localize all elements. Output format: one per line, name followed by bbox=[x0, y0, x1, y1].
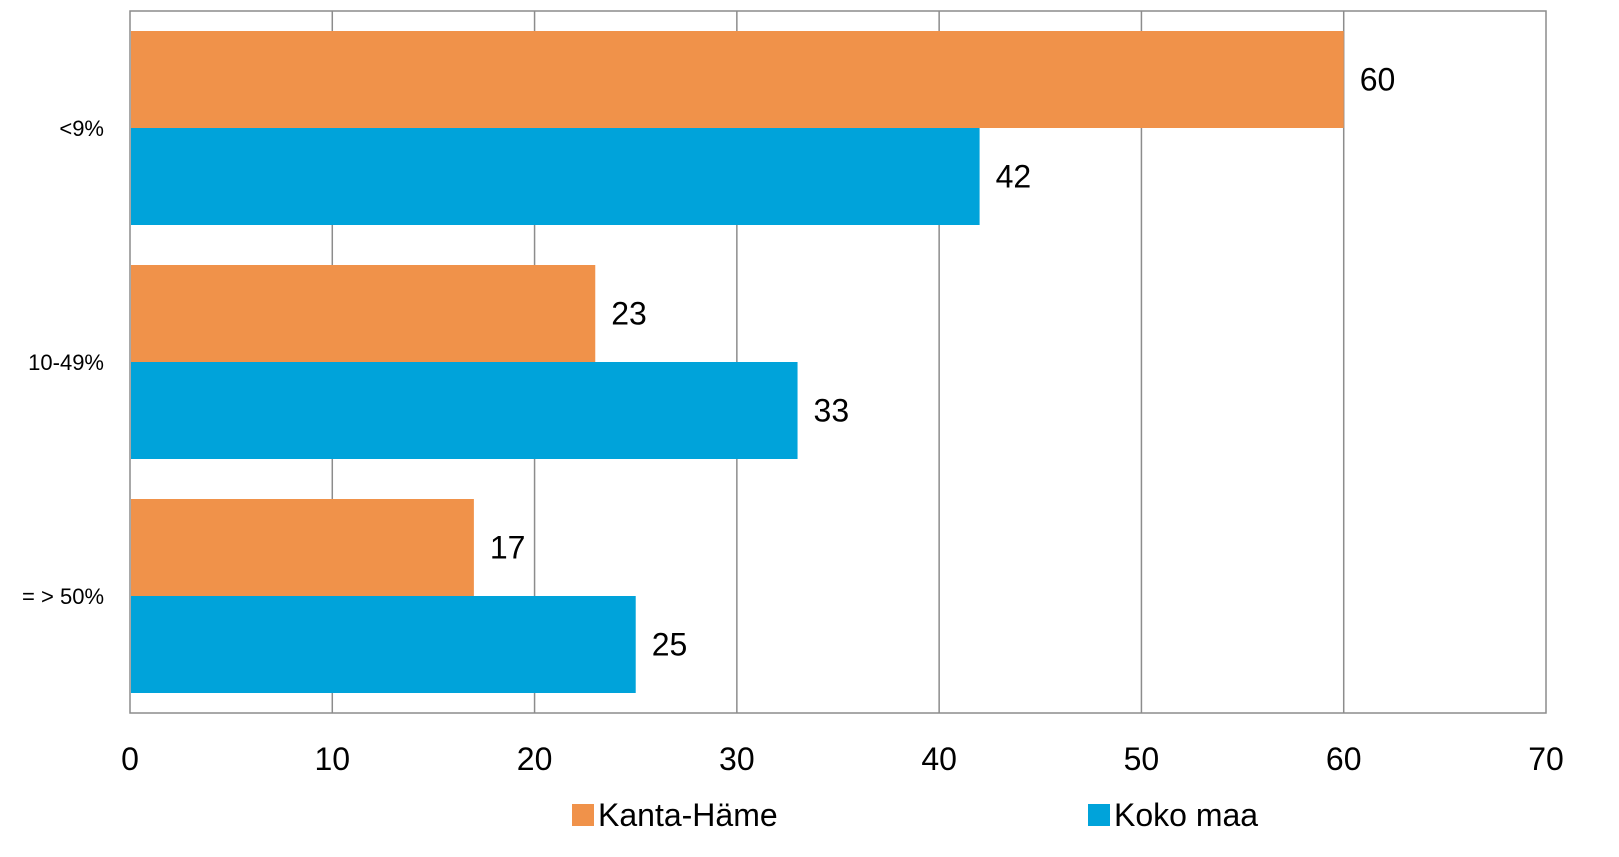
bar-0-2 bbox=[131, 499, 474, 596]
data-label-0-0: 60 bbox=[1360, 62, 1396, 98]
bar-1-0 bbox=[131, 128, 980, 225]
data-labels: 60 42 23 33 17 25 bbox=[490, 62, 1395, 663]
x-tick-label-2: 20 bbox=[517, 741, 553, 777]
legend-swatch-1 bbox=[1088, 804, 1110, 826]
category-label-0: <9% bbox=[59, 116, 104, 141]
x-tick-label-3: 30 bbox=[719, 741, 755, 777]
bar-1-1 bbox=[131, 362, 798, 459]
legend-swatch-0 bbox=[572, 804, 594, 826]
legend-label-1: Koko maa bbox=[1114, 797, 1258, 833]
x-tick-label-6: 60 bbox=[1326, 741, 1362, 777]
data-label-1-0: 42 bbox=[996, 159, 1032, 195]
legend: Kanta-Häme Koko maa bbox=[572, 797, 1258, 833]
category-label-2: = > 50% bbox=[22, 584, 104, 609]
bar-0-0 bbox=[131, 31, 1344, 128]
x-tick-label-4: 40 bbox=[921, 741, 957, 777]
data-label-0-1: 23 bbox=[611, 296, 647, 332]
category-label-1: 10-49% bbox=[28, 350, 104, 375]
category-labels: <9% 10-49% = > 50% bbox=[22, 116, 104, 609]
plot-area bbox=[129, 10, 1547, 714]
x-tick-label-0: 0 bbox=[121, 741, 139, 777]
x-tick-label-7: 70 bbox=[1528, 741, 1564, 777]
x-tick-labels: 0 10 20 30 40 50 60 70 bbox=[121, 741, 1564, 777]
legend-label-0: Kanta-Häme bbox=[598, 797, 778, 833]
data-label-1-2: 25 bbox=[652, 627, 688, 663]
data-label-0-2: 17 bbox=[490, 530, 526, 566]
bar-0-1 bbox=[131, 265, 596, 362]
data-label-1-1: 33 bbox=[814, 393, 850, 429]
x-tick-label-5: 50 bbox=[1124, 741, 1160, 777]
bars bbox=[131, 31, 1344, 693]
bar-1-2 bbox=[131, 596, 636, 693]
x-tick-label-1: 10 bbox=[314, 741, 350, 777]
